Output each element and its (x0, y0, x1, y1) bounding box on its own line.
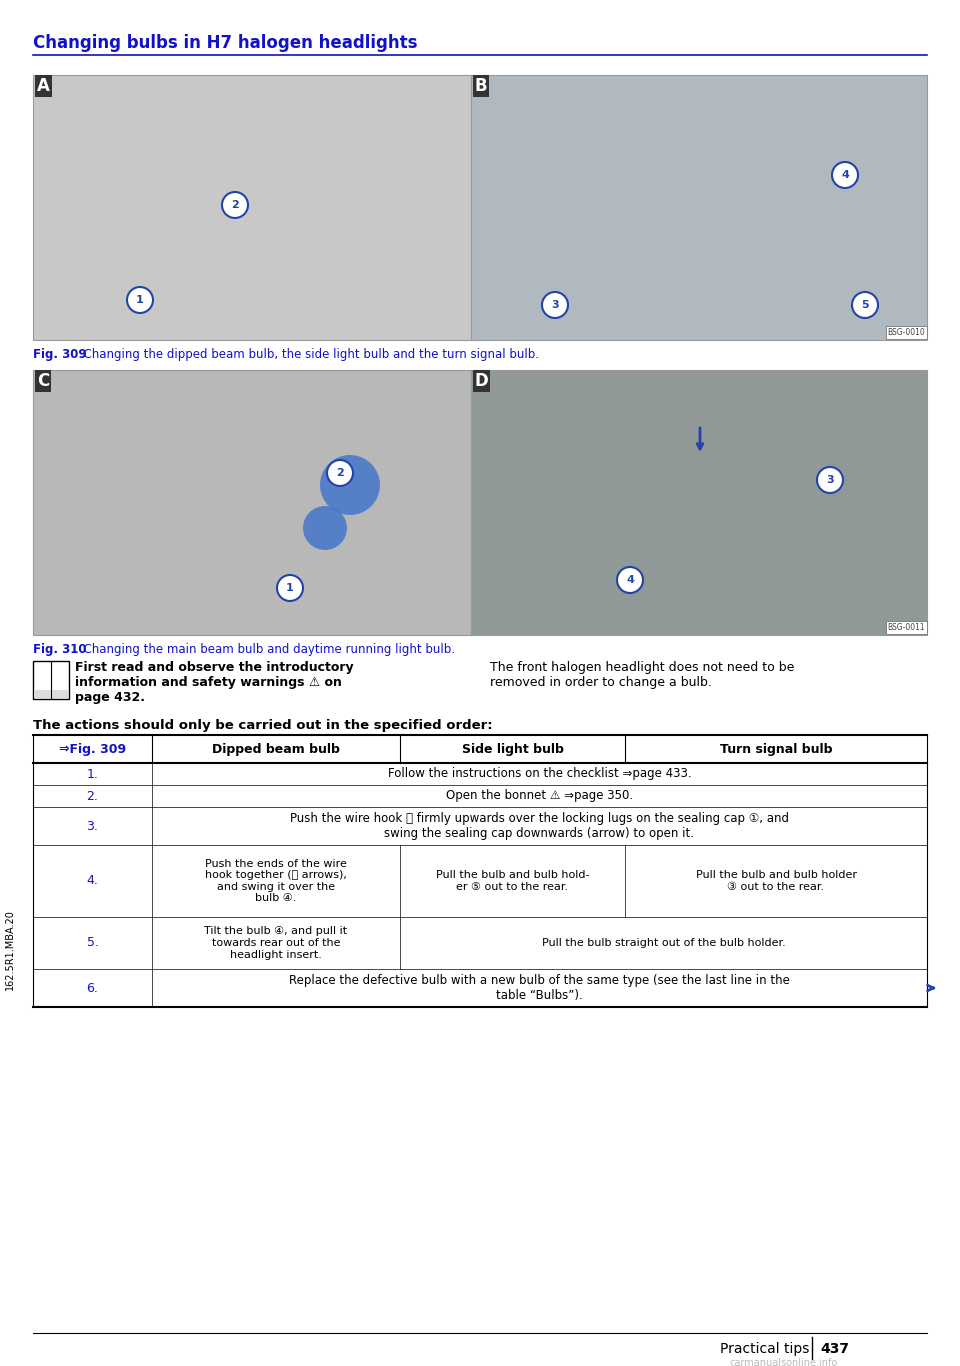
Bar (471, 370, 927, 635)
Circle shape (127, 287, 153, 313)
Text: Pull the bulb straight out of the bulb holder.: Pull the bulb straight out of the bulb h… (541, 938, 785, 948)
Circle shape (327, 460, 353, 486)
Text: 1.: 1. (86, 768, 99, 780)
Text: 5.: 5. (86, 937, 99, 949)
Text: carmanualsonline.info: carmanualsonline.info (730, 1358, 838, 1366)
Text: Push the wire hook Ⓐ firmly upwards over the locking lugs on the sealing cap ①, : Push the wire hook Ⓐ firmly upwards over… (290, 811, 789, 840)
Circle shape (222, 193, 248, 219)
Circle shape (277, 575, 303, 601)
Circle shape (817, 467, 843, 493)
Text: 4.: 4. (86, 874, 99, 888)
Text: Dipped beam bulb: Dipped beam bulb (212, 743, 340, 755)
Text: 1: 1 (286, 583, 294, 593)
Text: 1: 1 (136, 295, 144, 305)
Text: 6.: 6. (86, 982, 99, 994)
Text: 5: 5 (861, 301, 869, 310)
Bar (34, 690, 68, 698)
Text: 3: 3 (827, 475, 834, 485)
Text: 4: 4 (841, 169, 849, 180)
Text: Follow the instructions on the checklist ⇒page 433.: Follow the instructions on the checklist… (388, 768, 691, 780)
Bar (33, 370, 471, 635)
Text: Open the bonnet ⚠ ⇒page 350.: Open the bonnet ⚠ ⇒page 350. (446, 790, 633, 802)
Text: C: C (37, 372, 49, 391)
Text: Changing the dipped beam bulb, the side light bulb and the turn signal bulb.: Changing the dipped beam bulb, the side … (76, 348, 539, 361)
Text: The actions should only be carried out in the specified order:: The actions should only be carried out i… (33, 719, 492, 732)
Text: Changing bulbs in H7 halogen headlights: Changing bulbs in H7 halogen headlights (33, 34, 418, 52)
Text: A: A (37, 76, 50, 96)
Text: Push the ends of the wire
hook together (Ⓑ arrows),
and swing it over the
bulb ④: Push the ends of the wire hook together … (205, 859, 347, 903)
Text: BSG-0011: BSG-0011 (887, 623, 925, 632)
Text: Pull the bulb and bulb holder
③ out to the rear.: Pull the bulb and bulb holder ③ out to t… (695, 870, 856, 892)
Text: Tilt the bulb ④, and pull it
towards rear out of the
headlight insert.: Tilt the bulb ④, and pull it towards rea… (204, 926, 348, 959)
Text: 3.: 3. (86, 820, 99, 832)
Text: Fig. 310: Fig. 310 (33, 643, 86, 656)
Circle shape (617, 567, 643, 593)
Text: Turn signal bulb: Turn signal bulb (720, 743, 832, 755)
Text: First read and observe the introductory
information and safety warnings ⚠ on
pag: First read and observe the introductory … (75, 661, 353, 703)
Text: Side light bulb: Side light bulb (462, 743, 564, 755)
Text: Practical tips: Practical tips (720, 1341, 809, 1356)
Bar (33, 661, 69, 699)
Circle shape (303, 505, 347, 550)
Circle shape (320, 455, 380, 515)
Text: 4: 4 (626, 575, 634, 585)
Text: 2.: 2. (86, 790, 99, 802)
Text: Changing the main beam bulb and daytime running light bulb.: Changing the main beam bulb and daytime … (76, 643, 455, 656)
Text: B: B (475, 76, 488, 96)
Circle shape (852, 292, 878, 318)
Text: Replace the defective bulb with a new bulb of the same type (see the last line i: Replace the defective bulb with a new bu… (289, 974, 790, 1003)
Text: Pull the bulb and bulb hold-
er ⑤ out to the rear.: Pull the bulb and bulb hold- er ⑤ out to… (436, 870, 589, 892)
Text: D: D (475, 372, 489, 391)
Text: 162.5R1.MBA.20: 162.5R1.MBA.20 (5, 910, 15, 990)
Text: ⇒Fig. 309: ⇒Fig. 309 (59, 743, 126, 755)
Circle shape (832, 163, 858, 189)
Text: 2: 2 (336, 469, 344, 478)
Text: BSG-0010: BSG-0010 (887, 328, 925, 337)
Bar (33, 75, 471, 340)
Text: 3: 3 (551, 301, 559, 310)
Text: 437: 437 (820, 1341, 849, 1356)
Circle shape (542, 292, 568, 318)
Bar (471, 75, 927, 340)
Text: 2: 2 (231, 199, 239, 210)
Text: Fig. 309: Fig. 309 (33, 348, 86, 361)
Text: The front halogen headlight does not need to be
removed in order to change a bul: The front halogen headlight does not nee… (490, 661, 794, 688)
